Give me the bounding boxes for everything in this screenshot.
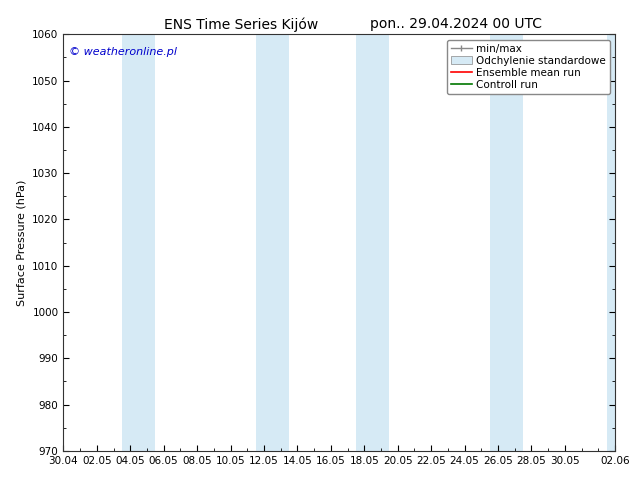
Bar (489, 34, 507, 451)
Legend: min/max, Odchylenie standardowe, Ensemble mean run, Controll run: min/max, Odchylenie standardowe, Ensembl… (447, 40, 610, 94)
Text: ENS Time Series Kijów: ENS Time Series Kijów (164, 17, 318, 32)
Bar (373, 34, 389, 451)
Bar (139, 34, 155, 451)
Text: © weatheronline.pl: © weatheronline.pl (69, 47, 177, 57)
Bar (256, 34, 273, 451)
Bar (356, 34, 373, 451)
Text: pon.. 29.04.2024 00 UTC: pon.. 29.04.2024 00 UTC (370, 17, 543, 31)
Bar (122, 34, 139, 451)
Bar (507, 34, 523, 451)
Bar (273, 34, 289, 451)
Bar (607, 34, 623, 451)
Y-axis label: Surface Pressure (hPa): Surface Pressure (hPa) (16, 179, 27, 306)
